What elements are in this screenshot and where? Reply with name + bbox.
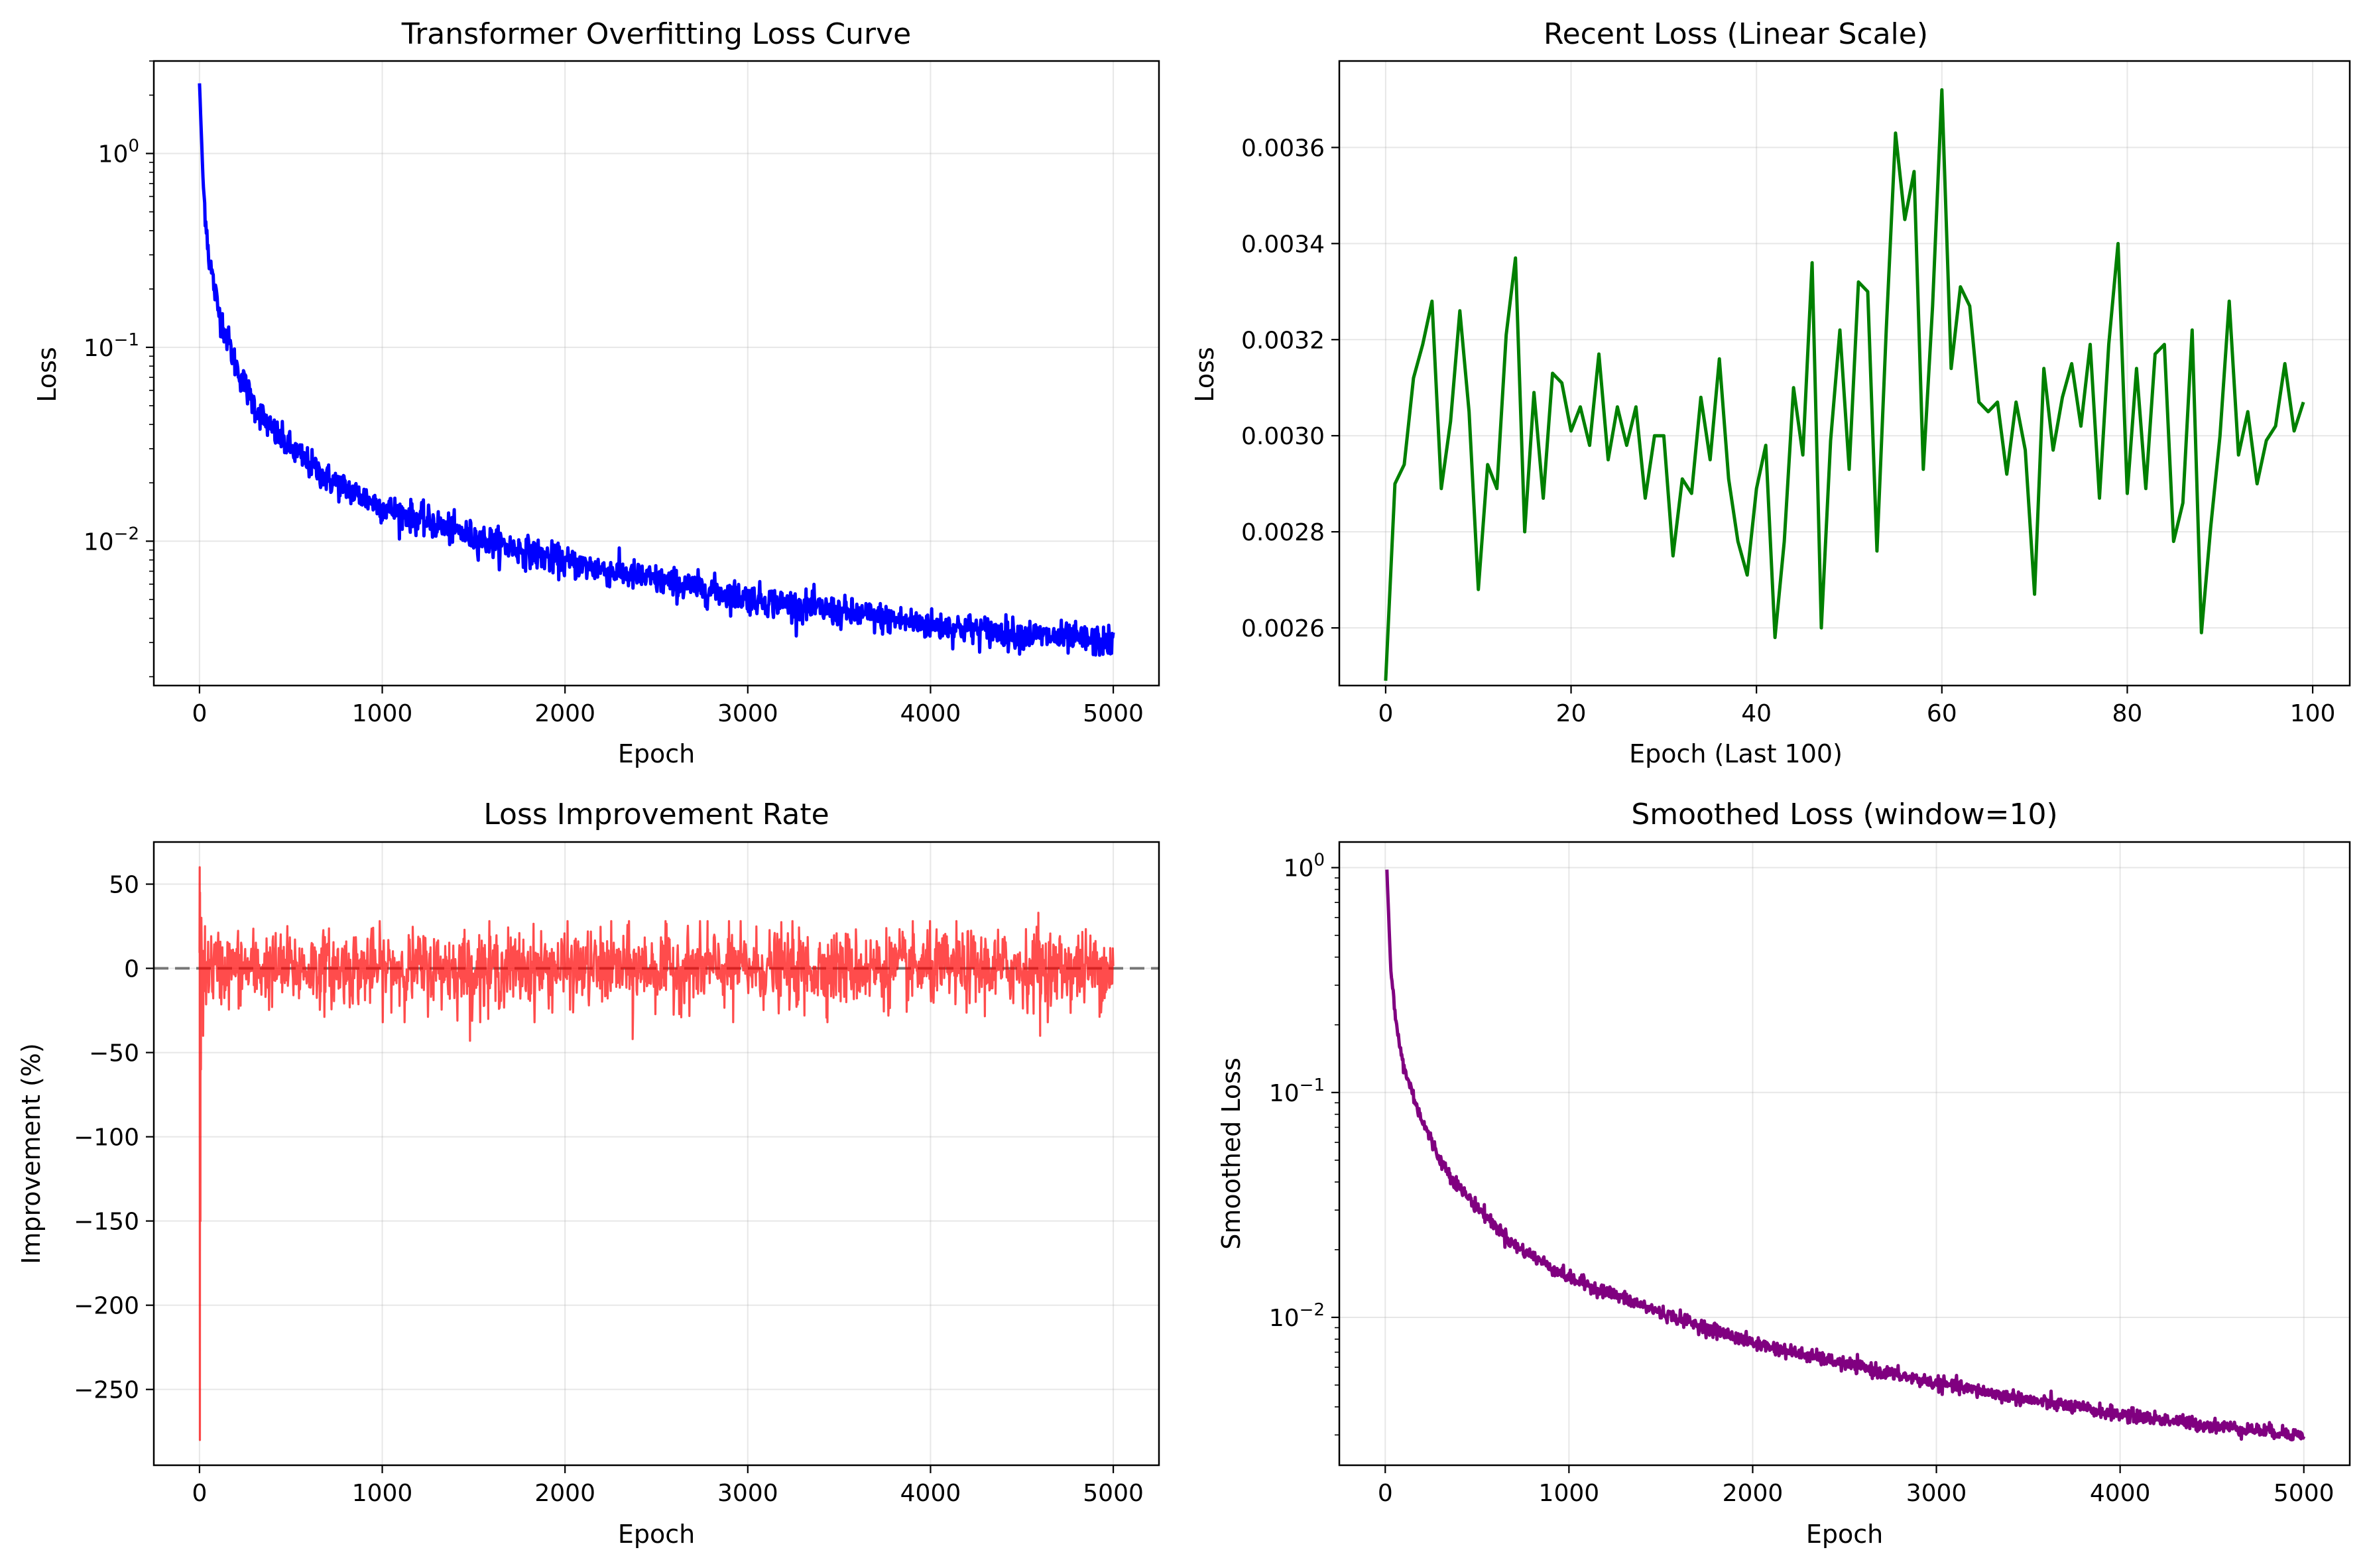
grid xyxy=(1339,61,2350,686)
y-tick-label: 10−1 xyxy=(1269,1075,1325,1107)
series-line xyxy=(1385,869,2306,1442)
series-lines xyxy=(198,83,1115,657)
plot-frame xyxy=(1338,60,2351,687)
x-tick-label: 3000 xyxy=(717,700,778,727)
series-line xyxy=(1384,88,2305,681)
y-tick-label: −250 xyxy=(74,1377,139,1404)
chart-title: Recent Loss (Linear Scale) xyxy=(1544,17,1928,51)
series-lines xyxy=(1384,88,2305,681)
series-line xyxy=(198,83,1115,657)
y-tick-label: 10−2 xyxy=(84,524,139,556)
x-tick-label: 4000 xyxy=(2090,1480,2151,1507)
x-tick-label: 0 xyxy=(192,1480,207,1507)
x-tick-label: 3000 xyxy=(1906,1480,1967,1507)
plot-frame xyxy=(152,841,1160,1467)
y-tick-label: 0 xyxy=(124,956,139,983)
x-tick-label: 1000 xyxy=(352,700,413,727)
grid xyxy=(1339,842,2350,1465)
y-tick-label: −150 xyxy=(74,1209,139,1236)
y-tick-label: −100 xyxy=(74,1124,139,1152)
x-tick-label: 40 xyxy=(1741,700,1772,727)
y-axis-label: Smoothed Loss xyxy=(1217,1057,1246,1250)
x-axis-label: Epoch (Last 100) xyxy=(1629,739,1843,768)
x-axis-label: Epoch xyxy=(618,739,695,768)
grid xyxy=(154,61,1159,686)
y-tick-label: 0.0030 xyxy=(1241,423,1325,450)
y-tick-label: −200 xyxy=(74,1293,139,1320)
ticks: 0 1000 2000 3000 4000 5000 50 0 −50 −100 −150 −200 −… xyxy=(74,872,1144,1507)
x-tick-label: 0 xyxy=(1378,700,1393,727)
x-tick-label: 2000 xyxy=(534,1480,595,1507)
y-axis-label: Loss xyxy=(1190,347,1219,402)
x-tick-label: 60 xyxy=(1927,700,1957,727)
series-lines xyxy=(1385,869,2306,1442)
panel-improvement-rate: Loss Improvement Rate Epoch Improvement … xyxy=(17,798,1160,1549)
y-tick-label: 50 xyxy=(109,872,139,899)
y-tick-label: 0.0032 xyxy=(1241,327,1325,354)
y-tick-label: 10−1 xyxy=(84,330,139,362)
ticks: 0 20 40 60 80 100 0.0026 0.0028 0.0030 0.0032 0.00… xyxy=(1241,135,2335,727)
y-tick-label: 0.0036 xyxy=(1241,135,1325,162)
x-tick-label: 5000 xyxy=(2274,1480,2335,1507)
x-tick-label: 2000 xyxy=(1723,1480,1784,1507)
y-axis-label: Loss xyxy=(32,347,62,402)
x-tick-label: 5000 xyxy=(1083,1480,1144,1507)
x-tick-label: 20 xyxy=(1556,700,1587,727)
y-tick-label: 0.0028 xyxy=(1241,519,1325,546)
y-tick-label: 0.0026 xyxy=(1241,615,1325,642)
x-tick-label: 1000 xyxy=(352,1480,413,1507)
panel-loss-curve: Transformer Overfitting Loss Curve Epoch… xyxy=(32,17,1160,768)
x-tick-label: 2000 xyxy=(534,700,595,727)
y-tick-label: 100 xyxy=(98,137,139,168)
ticks: 0 1000 2000 3000 4000 5000 100 10−1 10−2 xyxy=(84,60,1144,727)
y-tick-label: −50 xyxy=(89,1040,139,1067)
x-tick-label: 0 xyxy=(1378,1480,1393,1507)
x-tick-label: 0 xyxy=(192,700,207,727)
chart-title: Smoothed Loss (window=10) xyxy=(1631,798,2057,831)
x-tick-label: 100 xyxy=(2290,700,2336,727)
plot-frame xyxy=(152,60,1160,687)
chart-title: Loss Improvement Rate xyxy=(483,798,829,831)
x-tick-label: 4000 xyxy=(900,1480,961,1507)
series-line xyxy=(198,866,1115,1441)
y-tick-label: 100 xyxy=(1284,851,1325,882)
y-tick-label: 0.0034 xyxy=(1241,231,1325,258)
x-axis-label: Epoch xyxy=(1806,1520,1883,1549)
x-tick-label: 3000 xyxy=(717,1480,778,1507)
ticks: 0 1000 2000 3000 4000 5000 100 10−1 10−2 xyxy=(1269,851,2335,1507)
chart-title: Transformer Overfitting Loss Curve xyxy=(401,17,911,51)
x-tick-label: 80 xyxy=(2112,700,2143,727)
y-axis-label: Improvement (%) xyxy=(17,1043,46,1264)
y-tick-label: 10−2 xyxy=(1269,1300,1325,1332)
x-tick-label: 1000 xyxy=(1539,1480,1600,1507)
x-tick-label: 4000 xyxy=(900,700,961,727)
panel-recent-loss: Recent Loss (Linear Scale) Epoch (Last 1… xyxy=(1190,17,2351,768)
x-axis-label: Epoch xyxy=(618,1520,695,1549)
series-lines xyxy=(154,866,1159,1441)
x-tick-label: 5000 xyxy=(1083,700,1144,727)
plot-frame xyxy=(1338,841,2351,1467)
panel-smoothed-loss: Smoothed Loss (window=10) Epoch Smoothed… xyxy=(1217,798,2351,1549)
